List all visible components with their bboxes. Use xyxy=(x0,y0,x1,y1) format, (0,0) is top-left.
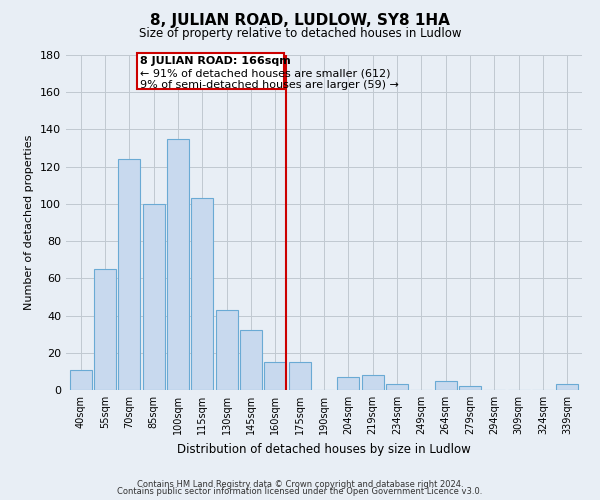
Bar xyxy=(337,377,359,390)
Bar xyxy=(240,330,262,390)
Text: Contains public sector information licensed under the Open Government Licence v3: Contains public sector information licen… xyxy=(118,487,482,496)
Bar xyxy=(556,384,578,390)
Text: 8 JULIAN ROAD: 166sqm: 8 JULIAN ROAD: 166sqm xyxy=(140,56,291,66)
Bar xyxy=(459,386,481,390)
Text: ← 91% of detached houses are smaller (612): ← 91% of detached houses are smaller (61… xyxy=(140,68,391,78)
Text: 8, JULIAN ROAD, LUDLOW, SY8 1HA: 8, JULIAN ROAD, LUDLOW, SY8 1HA xyxy=(150,12,450,28)
Bar xyxy=(215,310,238,390)
Bar xyxy=(265,362,286,390)
Bar xyxy=(435,380,457,390)
Text: Contains HM Land Registry data © Crown copyright and database right 2024.: Contains HM Land Registry data © Crown c… xyxy=(137,480,463,489)
Bar xyxy=(94,269,116,390)
Bar xyxy=(118,159,140,390)
Bar xyxy=(191,198,213,390)
X-axis label: Distribution of detached houses by size in Ludlow: Distribution of detached houses by size … xyxy=(177,442,471,456)
Bar xyxy=(362,375,383,390)
Bar xyxy=(289,362,311,390)
FancyBboxPatch shape xyxy=(137,53,284,88)
Bar xyxy=(386,384,408,390)
Bar xyxy=(70,370,92,390)
Text: 9% of semi-detached houses are larger (59) →: 9% of semi-detached houses are larger (5… xyxy=(140,80,399,90)
Text: Size of property relative to detached houses in Ludlow: Size of property relative to detached ho… xyxy=(139,28,461,40)
Bar xyxy=(167,138,189,390)
Bar xyxy=(143,204,164,390)
Y-axis label: Number of detached properties: Number of detached properties xyxy=(25,135,34,310)
